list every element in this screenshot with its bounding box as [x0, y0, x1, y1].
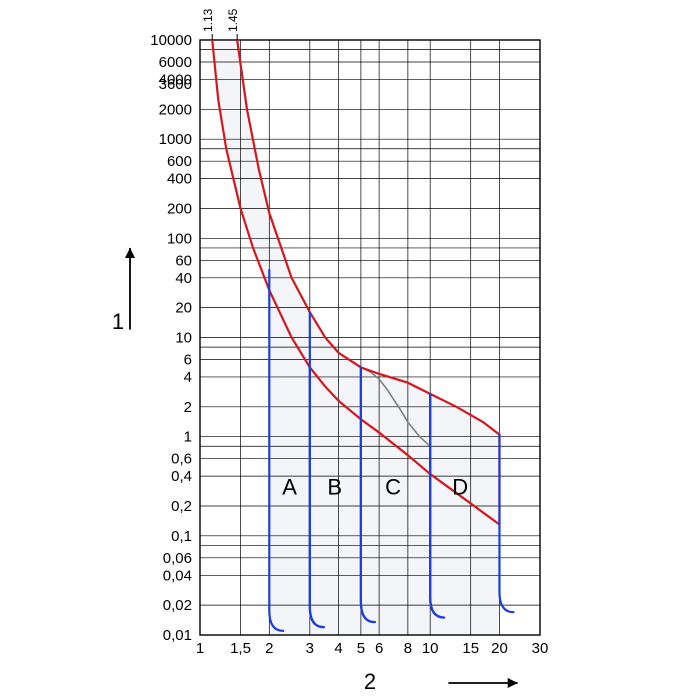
region-label: C	[385, 475, 401, 500]
y-tick-label: 40	[175, 270, 192, 287]
y-tick-label: 10	[175, 330, 192, 347]
y-tick-label: 1	[184, 429, 192, 446]
chart-svg: 11,5234568101520300,010,020,040,060,10,2…	[0, 0, 700, 700]
x-tick-label: 2	[265, 640, 273, 657]
y-tick-label: 10000	[150, 32, 192, 49]
x-tick-label: 30	[532, 640, 549, 657]
y-tick-label: 20	[175, 300, 192, 317]
x-tick-label: 1,5	[230, 640, 251, 657]
x-tick-label: 4	[334, 640, 342, 657]
x-tick-label: 3	[306, 640, 314, 657]
y-tick-label: 200	[167, 200, 192, 217]
region-label: B	[327, 475, 342, 500]
x-tick-label: 10	[422, 640, 439, 657]
trip-curve-chart: { "chart":{ "type":"log-log-trip-curve",…	[0, 0, 700, 700]
x-tick-label: 20	[491, 640, 508, 657]
x-tick-label: 15	[462, 640, 479, 657]
y-tick-label: 1000	[159, 131, 192, 148]
y-tick-label: 100	[167, 230, 192, 247]
x-tick-label: 6	[375, 640, 383, 657]
y-tick-label: 60	[175, 252, 192, 269]
y-tick-label: 6	[184, 352, 192, 369]
region-label: A	[282, 475, 297, 500]
top-marker: 1.45	[226, 8, 240, 32]
x-axis-label: 2	[364, 669, 376, 694]
y-tick-label: 600	[167, 153, 192, 170]
y-tick-label: 0,06	[163, 550, 192, 567]
y-tick-label: 400	[167, 171, 192, 188]
region-label: D	[452, 475, 468, 500]
x-tick-label: 8	[404, 640, 412, 657]
y-tick-label: 6000	[159, 54, 192, 71]
y-tick-label: 2	[184, 399, 192, 416]
x-tick-label: 5	[357, 640, 365, 657]
top-marker: 1.13	[201, 8, 215, 32]
y-tick-label: 0,4	[171, 468, 192, 485]
y-tick-label: 0,02	[163, 597, 192, 614]
y-tick-label: 0,2	[171, 498, 192, 515]
x-tick-label: 1	[196, 640, 204, 657]
y-tick-label: 0,01	[163, 627, 192, 644]
y-tick-label: 0,1	[171, 528, 192, 545]
y-tick-label: 0,04	[163, 567, 192, 584]
y-tick-label: 0,6	[171, 451, 192, 468]
y-axis-label: 1	[112, 309, 124, 334]
y-tick-label: 2000	[159, 101, 192, 118]
y-tick-label: 4	[184, 369, 192, 386]
y-tick-label: 4000	[159, 71, 192, 88]
